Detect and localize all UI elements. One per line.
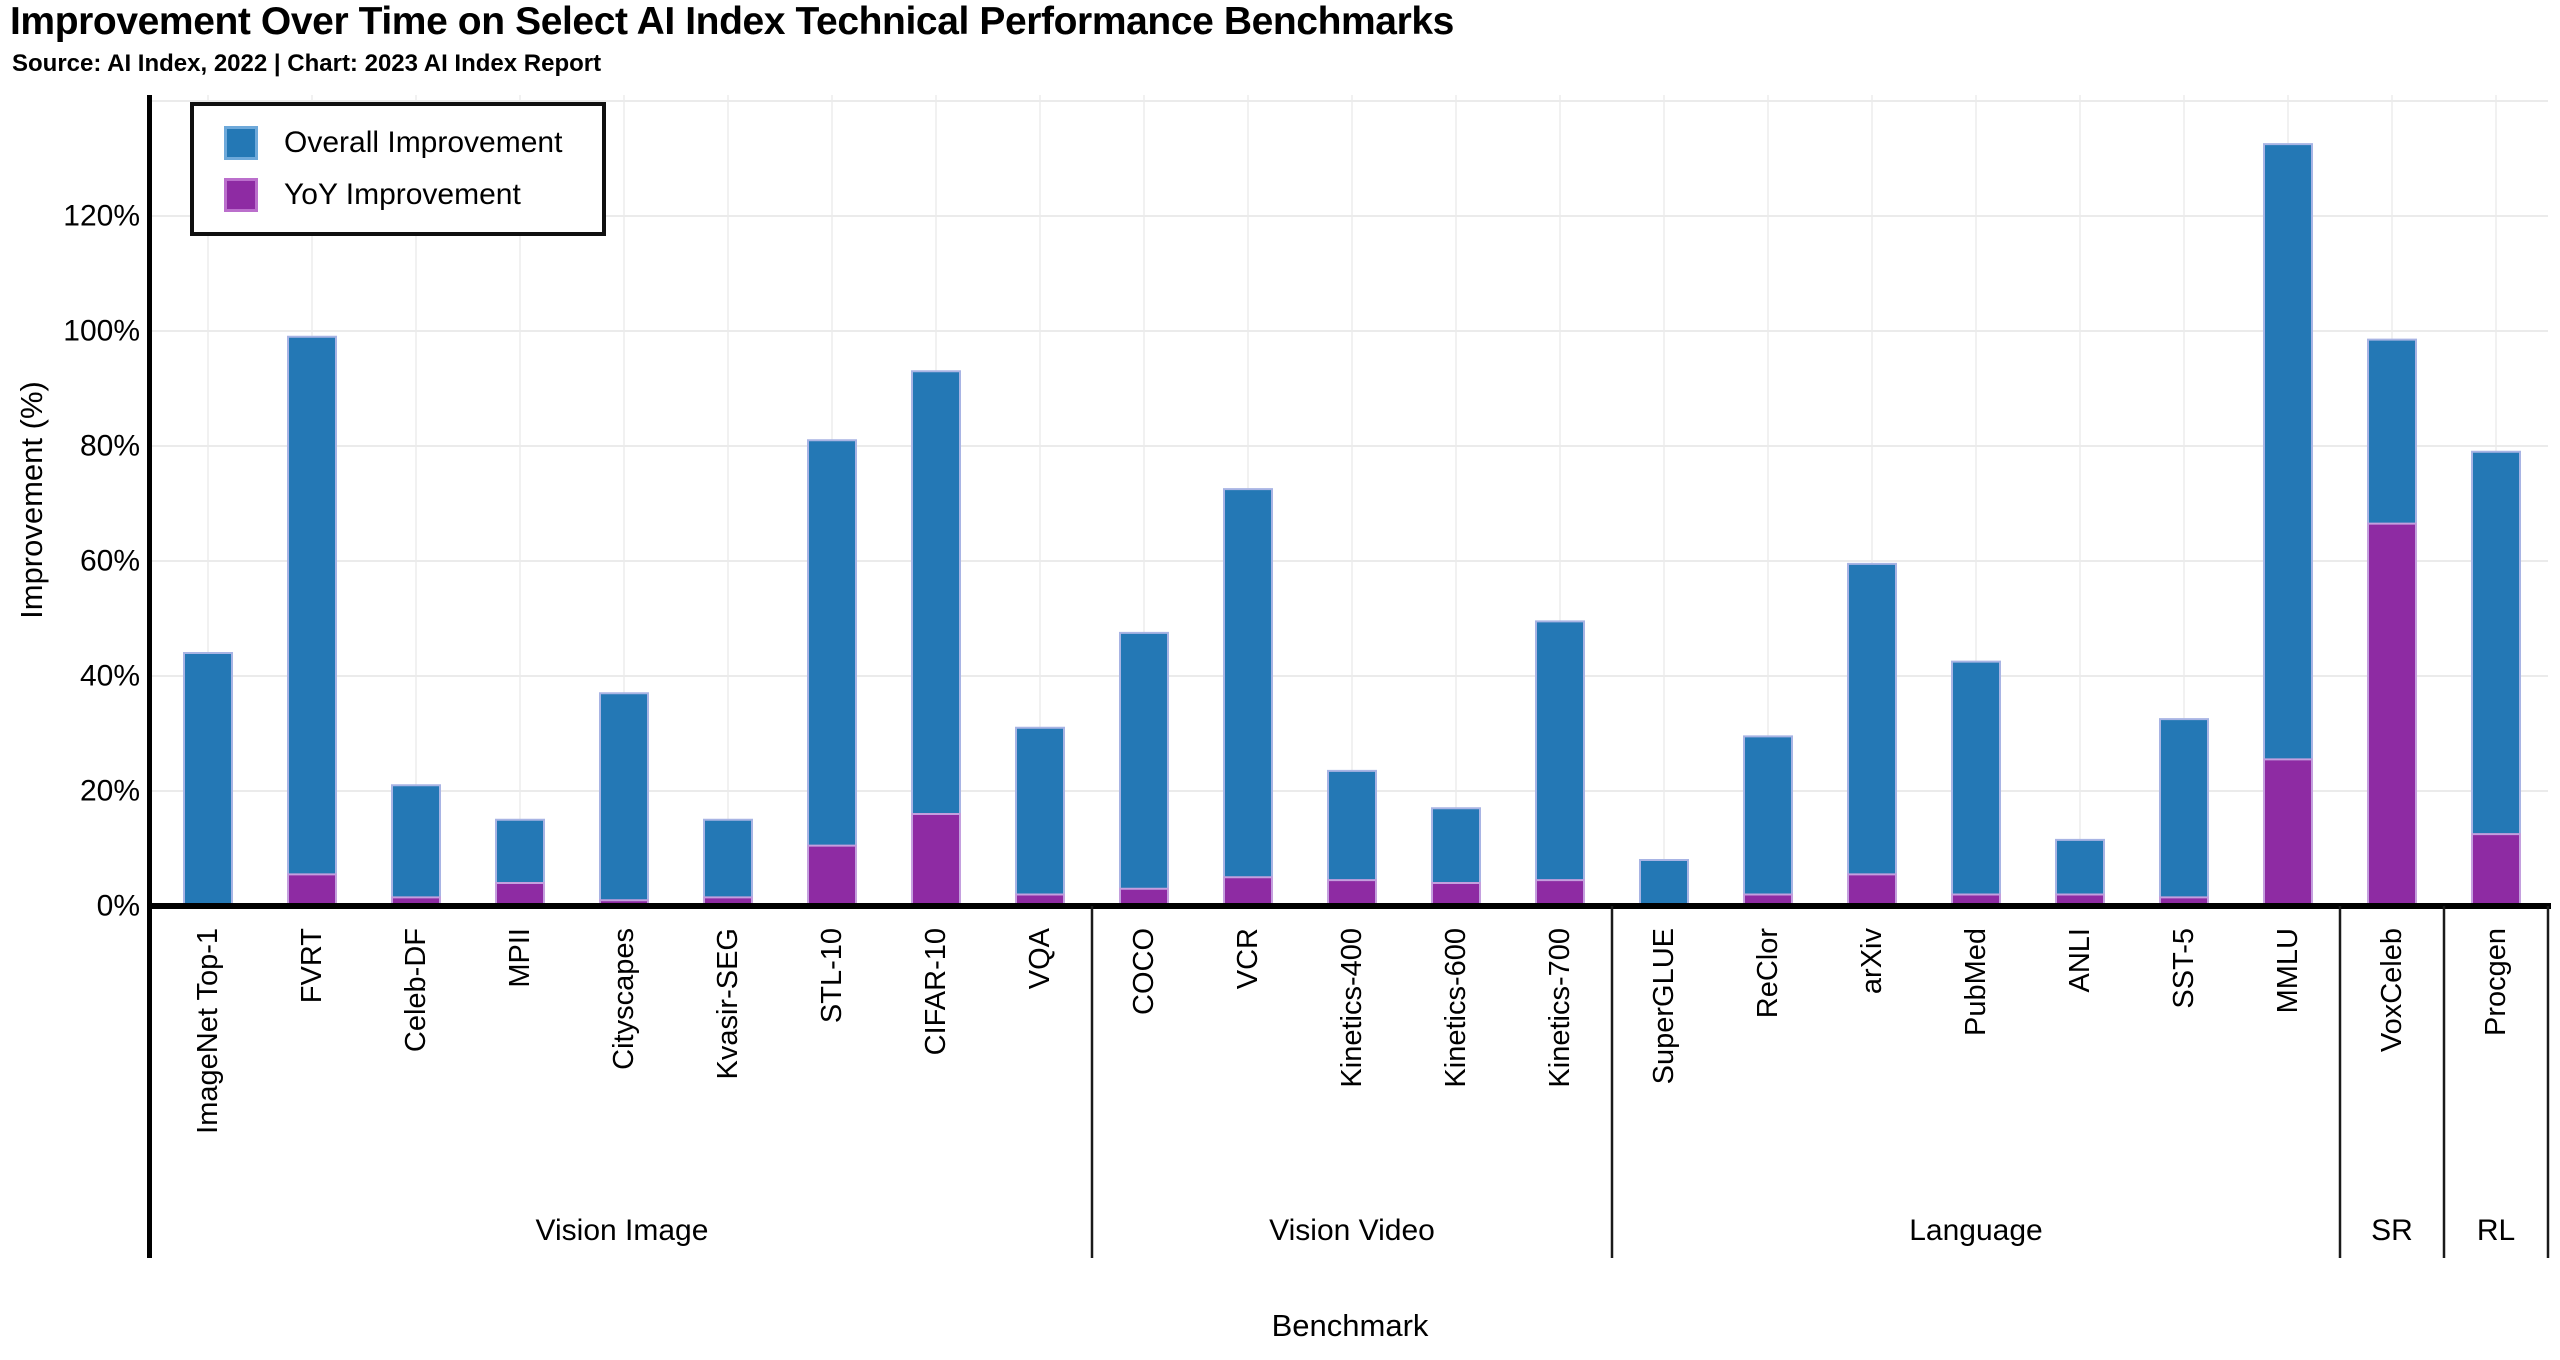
x-tick-label-kvasir-seg: Kvasir-SEG [712,928,744,1079]
overall-improvement-bar-kinetics-700 [1535,620,1585,909]
overall-improvement-bar-fvrt [287,335,337,909]
x-tick-label-sst-5: SST-5 [2168,928,2200,1009]
x-tick-label-kinetics-600: Kinetics-600 [1440,928,1472,1088]
yoy-improvement-bar-voxceleb [2367,522,2417,909]
chart-legend: Overall Improvement YoY Improvement [190,102,607,236]
x-tick-label-pubmed: PubMed [1960,928,1992,1036]
source-line: Source: AI Index, 2022 | Chart: 2023 AI … [12,50,602,77]
overall-improvement-bar-arxiv [1847,562,1897,909]
x-tick-label-mpii: MPII [504,928,536,988]
overall-improvement-bar-reclor [1743,735,1793,909]
x-tick-label-cityscapes: Cityscapes [608,928,640,1070]
x-tick-label-imagenet-top-1: ImageNet Top-1 [192,928,224,1134]
overall-improvement-bar-celeb-df [391,784,441,909]
overall-improvement-bar-sst-5 [2159,718,2209,909]
overall-improvement-bar-coco [1119,631,1169,909]
yoy-improvement-bar-procgen [2471,833,2521,909]
overall-improvement-bar-cityscapes [599,692,649,909]
y-tick-label: 20% [80,775,140,808]
overall-improvement-bar-superglue [1639,859,1689,909]
overall-improvement-swatch-icon [224,126,258,160]
y-tick-label: 0% [97,890,140,923]
group-label-rl: RL [2477,1214,2515,1247]
overall-improvement-bar-kvasir-seg [703,818,753,909]
x-axis-title: Benchmark [1271,1308,1429,1343]
overall-improvement-bar-vcr [1223,488,1273,909]
x-tick-label-vcr: VCR [1232,928,1264,989]
x-tick-label-procgen: Procgen [2480,928,2512,1036]
legend-label-yoy: YoY Improvement [284,178,521,211]
yoy-improvement-bar-vcr [1223,876,1273,909]
yoy-improvement-swatch-icon [224,178,258,212]
y-tick-label: 60% [80,545,140,578]
group-label-vision-video: Vision Video [1269,1214,1435,1247]
y-tick-label: 100% [63,315,140,348]
yoy-improvement-bar-mmlu [2263,758,2313,909]
overall-improvement-bar-procgen [2471,450,2521,909]
x-tick-label-reclor: ReClor [1752,928,1784,1019]
y-tick-label: 40% [80,660,140,693]
x-tick-label-cifar-10: CIFAR-10 [920,928,952,1055]
yoy-improvement-bar-fvrt [287,873,337,909]
legend-label-overall: Overall Improvement [284,126,563,159]
x-tick-label-celeb-df: Celeb-DF [400,928,432,1052]
overall-improvement-bar-vqa [1015,726,1065,909]
yoy-improvement-bar-stl-10 [807,844,857,909]
y-axis-line [147,95,152,1258]
x-tick-label-vqa: VQA [1024,927,1056,989]
x-axis-line [149,903,2551,909]
y-tick-label: 120% [63,200,140,233]
x-tick-label-kinetics-400: Kinetics-400 [1336,928,1368,1088]
x-tick-label-superglue: SuperGLUE [1648,928,1680,1084]
x-tick-label-voxceleb: VoxCeleb [2376,928,2408,1052]
overall-improvement-bar-pubmed [1951,660,2001,909]
x-tick-label-anli: ANLI [2064,928,2096,992]
x-tick-label-arxiv: arXiv [1856,928,1888,995]
y-axis-title: Improvement (%) [14,381,49,619]
legend-entry-yoy: YoY Improvement [224,178,562,212]
x-tick-label-coco: COCO [1128,928,1160,1015]
yoy-improvement-bar-cifar-10 [911,813,961,909]
yoy-improvement-bar-arxiv [1847,873,1897,909]
overall-improvement-bar-stl-10 [807,439,857,909]
group-label-language: Language [1909,1214,2042,1247]
page-title: Improvement Over Time on Select AI Index… [10,0,1454,43]
y-tick-label: 80% [80,430,140,463]
x-tick-label-fvrt: FVRT [296,928,328,1003]
x-tick-label-stl-10: STL-10 [816,928,848,1023]
group-label-sr: SR [2371,1214,2413,1247]
x-tick-label-kinetics-700: Kinetics-700 [1544,928,1576,1088]
x-tick-label-mmlu: MMLU [2272,928,2304,1013]
overall-improvement-bar-imagenet-top-1 [183,652,233,909]
group-label-vision-image: Vision Image [536,1214,709,1247]
legend-entry-overall: Overall Improvement [224,126,562,160]
